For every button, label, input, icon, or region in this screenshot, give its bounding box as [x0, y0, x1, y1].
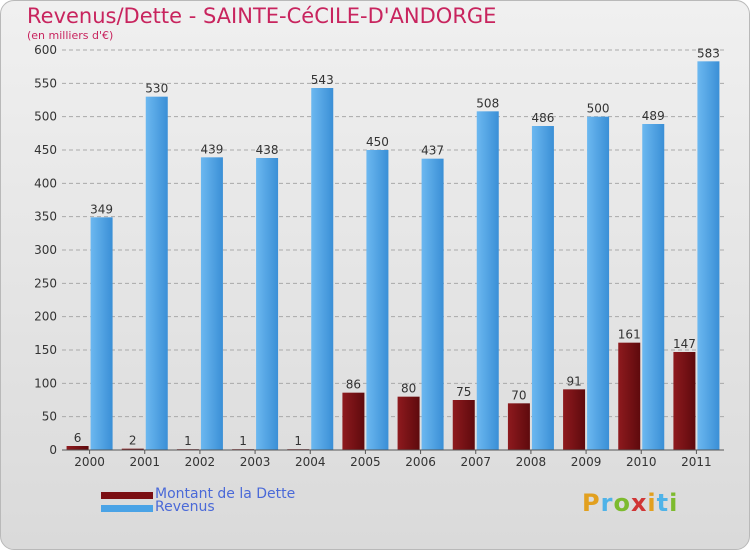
data-label-revenus: 543	[311, 73, 334, 87]
data-label-dette: 1	[184, 434, 192, 448]
data-label-dette: 70	[511, 388, 526, 402]
data-label-dette: 75	[456, 385, 471, 399]
bar-revenus	[531, 126, 554, 450]
legend-label-dette: Montant de la Dette	[155, 486, 296, 502]
data-label-revenus: 500	[587, 102, 610, 116]
data-label-revenus: 486	[531, 111, 554, 125]
data-label-revenus: 437	[421, 144, 444, 158]
bar-revenus	[697, 61, 720, 450]
bar-dette	[342, 392, 365, 450]
data-label-dette: 80	[401, 382, 416, 396]
bar-dette	[121, 448, 144, 450]
bar-revenus	[587, 116, 610, 451]
x-tick-label: 2004	[295, 455, 326, 469]
y-tick-label: 600	[34, 43, 57, 57]
bar-dette	[507, 403, 530, 450]
data-label-dette: 86	[346, 378, 361, 392]
y-tick-label: 300	[34, 243, 57, 257]
bar-dette	[66, 446, 89, 450]
data-label-dette: 6	[74, 431, 82, 445]
x-tick-label: 2003	[240, 455, 271, 469]
data-label-dette: 147	[673, 337, 696, 351]
legend-swatch-dette	[101, 492, 153, 499]
x-tick-label: 2001	[129, 455, 160, 469]
x-tick-label: 2000	[74, 455, 105, 469]
data-label-dette: 91	[566, 374, 581, 388]
x-tick-label: 2011	[681, 455, 712, 469]
legend-swatch-revenus	[101, 505, 153, 512]
bar-revenus	[421, 158, 444, 450]
y-tick-label: 100	[34, 376, 57, 390]
legend-label-revenus: Revenus	[155, 499, 215, 515]
x-axis-ticks: 2000 2001 2002 2003 2004 2005 2006 2007 2008 2009…	[74, 450, 712, 469]
y-tick-label: 500	[34, 110, 57, 124]
data-label-dette: 161	[618, 328, 641, 342]
bar-dette	[673, 352, 696, 450]
bar-dette	[618, 342, 641, 450]
y-tick-label: 450	[34, 143, 57, 157]
data-label-revenus: 450	[366, 135, 389, 149]
bar-revenus	[145, 96, 168, 451]
y-tick-label: 350	[34, 210, 57, 224]
data-label-revenus: 508	[476, 96, 499, 110]
bar-revenus	[200, 157, 223, 451]
y-tick-label: 50	[42, 410, 57, 424]
bar-dette	[452, 400, 475, 450]
data-label-revenus: 489	[642, 109, 665, 123]
chart-title: Revenus/Dette - SAINTE-CéCILE-D'ANDORGE	[27, 4, 497, 28]
bar-revenus	[256, 158, 279, 450]
proxiti-logo: Proxiti	[582, 489, 679, 517]
data-label-revenus: 530	[145, 82, 168, 96]
data-label-revenus: 439	[200, 142, 223, 156]
bar-dette	[397, 396, 420, 450]
x-tick-label: 2008	[516, 455, 547, 469]
y-tick-label: 200	[34, 310, 57, 324]
data-label-dette: 1	[239, 434, 247, 448]
bars	[66, 61, 720, 451]
gridlines	[62, 49, 724, 418]
x-tick-label: 2006	[405, 455, 436, 469]
y-axis-ticks: 0 50 100 150 200 250 300 350 400 450 500 550 600	[34, 43, 57, 457]
x-tick-label: 2009	[571, 455, 602, 469]
y-tick-label: 0	[49, 443, 57, 457]
x-tick-label: 2002	[185, 455, 216, 469]
data-label-dette: 1	[294, 434, 302, 448]
bar-revenus	[90, 217, 113, 450]
data-label-dette: 2	[129, 434, 137, 448]
bar-dette	[563, 389, 586, 450]
x-tick-label: 2010	[626, 455, 657, 469]
y-tick-label: 400	[34, 176, 57, 190]
bar-revenus	[476, 111, 499, 450]
y-tick-label: 250	[34, 276, 57, 290]
bar-revenus	[642, 124, 665, 450]
bar-revenus	[311, 88, 334, 450]
chart-subtitle: (en milliers d'€)	[27, 29, 114, 42]
x-tick-label: 2007	[460, 455, 491, 469]
bar-revenus	[366, 150, 389, 450]
data-label-revenus: 349	[90, 202, 113, 216]
y-tick-label: 550	[34, 76, 57, 90]
data-labels: 6 349 2 530 1 439 1 438 1 543 86 450 80 437 75 508 70 486…	[74, 46, 720, 448]
x-tick-label: 2005	[350, 455, 381, 469]
y-tick-label: 150	[34, 343, 57, 357]
data-label-revenus: 438	[256, 143, 279, 157]
data-label-revenus: 583	[697, 46, 720, 60]
